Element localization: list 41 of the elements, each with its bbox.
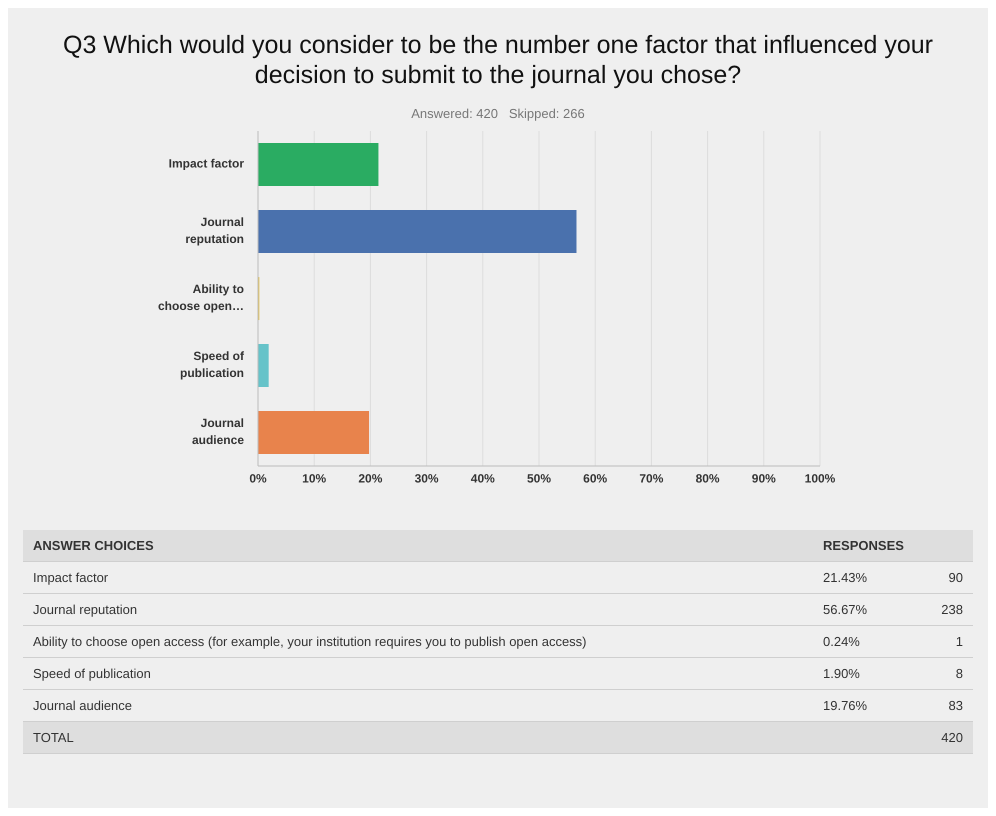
x-tick-label: 100% [804,472,836,486]
y-tick-label: Journal reputation [185,215,244,246]
x-tick-label: 10% [302,472,327,486]
text: 21.43% [813,562,913,594]
bar [258,411,370,454]
text: 90 [913,562,973,594]
text: 238 [913,594,973,626]
text: ANSWER CHOICES [23,530,813,562]
x-tick-label: 90% [752,472,776,486]
text: Speed of publication [23,658,813,690]
x-tick-label: 40% [470,472,496,486]
x-tick-label: 0% [249,472,267,486]
text: Ability to choose open access (for example, your institution requires you to publish open access) [23,626,813,658]
bar [258,344,269,388]
x-tick-label: 70% [639,472,664,486]
y-tick-label: Ability to choose open… [158,282,244,314]
x-tick-label: 30% [414,472,439,486]
text: 1 [913,626,973,658]
y-tick-label: Impact factor [168,156,244,171]
text: RESPONSES [813,530,973,562]
x-tick-label: 60% [583,472,608,486]
text: TOTAL [23,722,913,754]
bar [258,210,576,254]
y-tick-label: Journal audience [192,416,244,448]
x-tick-label: 80% [696,472,720,486]
x-tick-label: 20% [358,472,383,486]
text: 8 [913,658,973,690]
text: 0.24% [813,626,913,658]
text: Impact factor [23,562,813,594]
text: 56.67% [813,594,913,626]
x-tick-label: 50% [526,472,552,486]
text: 83 [913,690,973,722]
chart-subtitle: Answered: 420 Skipped: 266 [410,106,586,121]
text: 420 [913,722,973,754]
text: 19.76% [813,690,913,722]
text: Journal audience [23,690,813,722]
text: Journal reputation [23,594,813,626]
y-tick-label: Speed of publication [180,349,246,380]
bar [258,143,378,186]
chart-title: Q3 Which would you consider to be the number one factor that influenced your decision to submit to the journal you chose? [62,30,934,90]
text: 1.90% [813,658,913,690]
